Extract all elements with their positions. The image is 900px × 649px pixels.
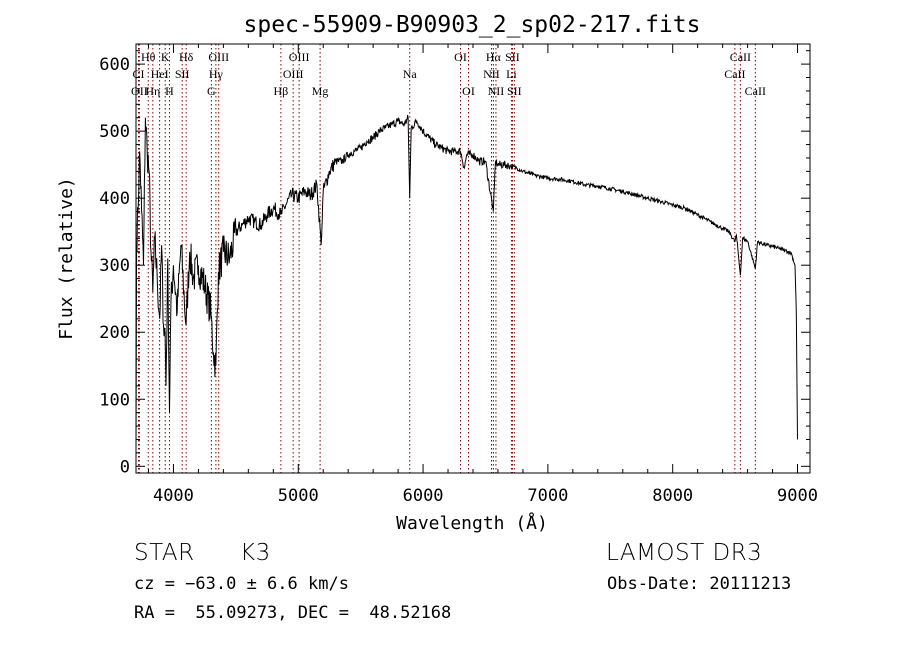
marker-label-10: Hγ xyxy=(209,67,224,81)
marker-label-23: NII xyxy=(488,84,505,98)
plot-frame xyxy=(135,43,811,474)
survey-name: LAMOST DR3 xyxy=(606,540,763,566)
marker-label-14: OIII xyxy=(283,67,304,81)
x-tick-label-8000: 8000 xyxy=(652,486,693,506)
marker-label-7: SII xyxy=(175,67,190,81)
marker-label-12: Hβ xyxy=(274,84,289,98)
marker-label-4: K xyxy=(161,50,170,64)
marker-label-19: Hα xyxy=(486,50,502,64)
object-class: STAR xyxy=(134,540,195,566)
x-tick-label-7000: 7000 xyxy=(527,486,568,506)
series-line-flux xyxy=(135,114,798,453)
y-tick-label-200: 200 xyxy=(99,323,130,343)
y-axis-label: Flux (relative) xyxy=(56,177,77,340)
y-tick-label-0: 0 xyxy=(120,457,130,477)
x-tick-label-6000: 6000 xyxy=(403,486,444,506)
marker-label-18: OI xyxy=(462,84,475,98)
marker-label-22: Li xyxy=(506,67,517,81)
marker-label-27: CaII xyxy=(745,84,766,98)
chart-title: spec-55909-B90903_2_sp02-217.fits xyxy=(244,12,701,38)
marker-label-0: Hθ xyxy=(141,50,156,64)
marker-label-13: OIII xyxy=(289,50,310,64)
x-tick-label-5000: 5000 xyxy=(278,486,319,506)
y-tick-label-300: 300 xyxy=(99,256,130,276)
marker-label-3: Hη xyxy=(145,84,160,98)
marker-label-17: OI xyxy=(454,50,467,64)
marker-label-8: Hδ xyxy=(179,50,194,64)
marker-label-25: CaII xyxy=(730,50,751,64)
y-tick-label-100: 100 xyxy=(99,390,130,410)
y-tick-label-500: 500 xyxy=(99,122,130,142)
y-tick-label-600: 600 xyxy=(99,55,130,75)
marker-label-9: OIII xyxy=(208,50,229,64)
marker-label-16: Na xyxy=(403,67,418,81)
velocity-readout: cz = −63.0 ± 6.6 km/s xyxy=(134,574,349,594)
marker-label-24: SII xyxy=(507,84,522,98)
marker-label-1: CI xyxy=(132,67,144,81)
marker-label-6: H xyxy=(165,84,174,98)
marker-label-11: G xyxy=(207,84,216,98)
marker-label-26: CaII xyxy=(724,67,745,81)
x-axis-label: Wavelength (Å) xyxy=(396,512,548,534)
axis-ticks: 4000 5000 6000 7000 8000 9000 0 100 200 300 400 500… xyxy=(99,44,818,506)
x-tick-label-9000: 9000 xyxy=(777,486,818,506)
marker-label-5: HeI xyxy=(151,67,169,81)
observation-date: Obs-Date: 20111213 xyxy=(607,574,792,594)
flux-series xyxy=(135,114,798,453)
y-tick-label-400: 400 xyxy=(99,189,130,209)
x-tick-label-4000: 4000 xyxy=(153,486,194,506)
spectral-subclass: K3 xyxy=(240,540,271,566)
coordinates-readout: RA = 55.09273, DEC = 48.52168 xyxy=(134,603,452,623)
marker-label-21: NII xyxy=(483,67,500,81)
marker-label-20: SII xyxy=(505,50,520,64)
marker-label-15: Mg xyxy=(312,84,329,98)
